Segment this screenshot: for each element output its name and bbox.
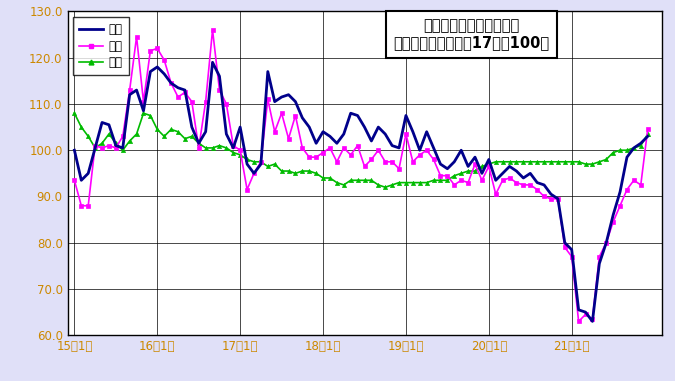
Legend: 生産, 出荷, 在庫: 生産, 出荷, 在庫 bbox=[74, 17, 129, 75]
Text: 鳥取県鉱工業指数の推移
（季節調整済、平成17年＝100）: 鳥取県鉱工業指数の推移 （季節調整済、平成17年＝100） bbox=[394, 18, 549, 50]
